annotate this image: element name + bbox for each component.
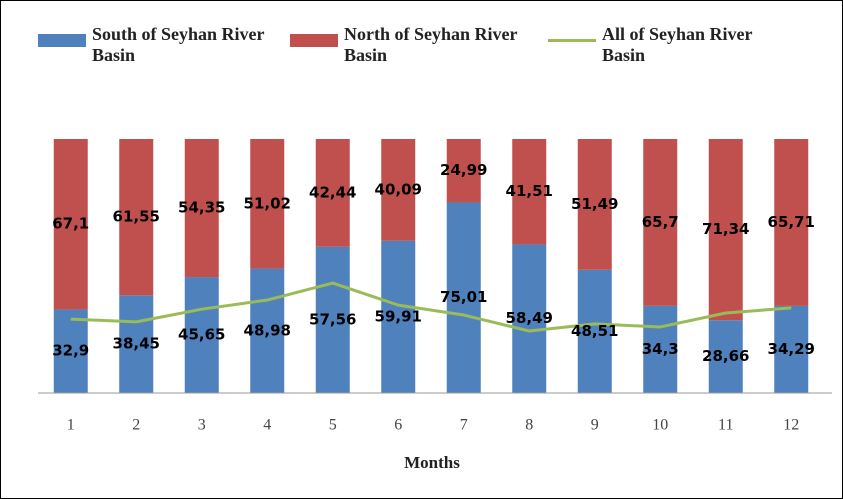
value-label: 28,66 <box>702 347 749 365</box>
legend-item: All of Seyhan River Basin <box>548 24 762 66</box>
value-label: 54,35 <box>178 199 225 217</box>
bar-segment <box>708 139 743 321</box>
value-label: 58,49 <box>506 309 553 327</box>
value-label: 51,49 <box>571 195 618 213</box>
bar-segment <box>250 268 285 393</box>
legend-label: North of Seyhan River Basin <box>344 24 518 65</box>
x-tick-label: 9 <box>591 417 599 434</box>
bar-segment <box>184 277 219 393</box>
value-label: 32,9 <box>52 342 89 360</box>
value-label: 59,91 <box>375 307 422 325</box>
value-label: 24,99 <box>440 161 487 179</box>
bar-segment <box>446 139 481 203</box>
x-tick-label: 10 <box>652 417 668 434</box>
x-tick-label: 11 <box>718 417 733 434</box>
x-tick-label: 4 <box>263 417 271 434</box>
bar-segment <box>119 295 154 393</box>
x-tick-label: 3 <box>198 417 206 434</box>
bar-segment <box>577 269 612 393</box>
value-label: 45,65 <box>178 326 225 344</box>
legend-label: South of Seyhan River Basin <box>92 24 265 65</box>
value-label: 75,01 <box>440 288 487 306</box>
bar-segment <box>381 139 416 241</box>
x-tick-label: 2 <box>132 417 140 434</box>
value-label: 65,7 <box>642 213 679 231</box>
legend-key <box>290 34 338 47</box>
x-axis-title: Months <box>404 453 460 472</box>
bar-segment <box>53 139 88 310</box>
legend-label: All of Seyhan River Basin <box>602 24 753 65</box>
value-label: 34,29 <box>768 340 815 358</box>
bar-segment <box>512 139 547 245</box>
value-label: 61,55 <box>113 208 160 226</box>
value-label: 57,56 <box>309 310 356 328</box>
bar-segment <box>446 202 481 393</box>
bar-segment <box>184 139 219 278</box>
bar-segment <box>643 139 678 306</box>
x-tick-label: 12 <box>783 417 799 434</box>
bar-segment <box>577 139 612 270</box>
legend-key <box>548 39 596 42</box>
bar-segment <box>774 139 809 306</box>
value-label: 65,71 <box>768 213 815 231</box>
bar-segment <box>119 139 154 296</box>
value-label: 67,1 <box>52 215 89 233</box>
bar-segment <box>315 139 350 247</box>
bar-segment <box>381 240 416 393</box>
x-tick-label: 7 <box>460 417 468 434</box>
value-label: 71,34 <box>702 220 749 238</box>
bar-segment <box>315 246 350 393</box>
value-label: 34,3 <box>642 340 679 358</box>
legend-item: North of Seyhan River Basin <box>290 24 522 66</box>
bar-segment <box>250 139 285 269</box>
value-label: 38,45 <box>113 335 160 353</box>
value-label: 51,02 <box>244 194 291 212</box>
bar-segment <box>53 309 88 393</box>
legend-item: South of Seyhan River Basin <box>38 24 270 66</box>
bar-segment <box>512 244 547 393</box>
bar-segment <box>774 305 809 393</box>
line-series <box>70 281 792 333</box>
value-label: 41,51 <box>506 182 553 200</box>
bar-segment <box>708 320 743 393</box>
x-tick-label: 5 <box>329 417 337 434</box>
x-tick-label: 6 <box>394 417 402 434</box>
value-label: 48,51 <box>571 322 618 340</box>
value-label: 40,09 <box>375 180 422 198</box>
x-tick-label: 1 <box>67 417 75 434</box>
x-tick-label: 8 <box>525 417 533 434</box>
bar-segment <box>643 305 678 393</box>
legend-key <box>38 34 86 47</box>
value-label: 48,98 <box>244 321 291 339</box>
value-label: 42,44 <box>309 183 356 201</box>
